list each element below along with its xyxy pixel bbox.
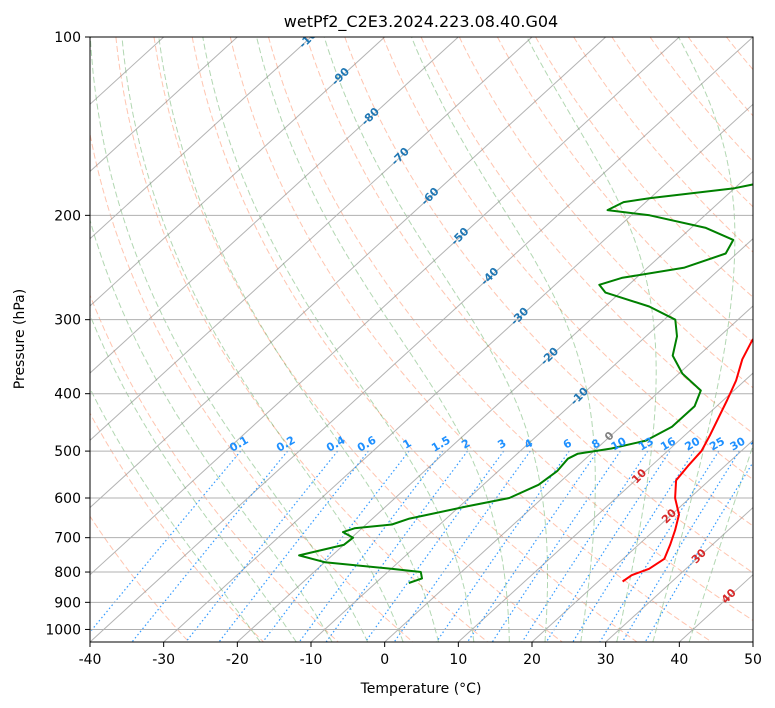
y-tick-label: 900 [54, 595, 81, 611]
mixing-ratio-line [644, 461, 753, 642]
dry-adiabat-line [90, 412, 264, 642]
mixing-ratio-line [298, 450, 444, 642]
moist-adiabat-line [121, 37, 404, 642]
mixing-ratio-line [90, 450, 242, 634]
isotherm-line [384, 305, 753, 642]
mixing-ratio-line [621, 450, 740, 642]
mixing-ratio-label: 36 [748, 434, 768, 453]
isotherm-line [457, 372, 753, 642]
moist-adiabat-line [158, 37, 439, 642]
mixing-ratio-line [435, 450, 570, 642]
dry-adiabat-line [229, 37, 712, 642]
moist-adiabat-line [526, 37, 657, 642]
dry-adiabat-line [191, 37, 638, 642]
isotherm-line [90, 37, 533, 442]
mixing-ratio-line [599, 450, 720, 642]
x-tick-label: -20 [226, 652, 249, 668]
dry-adiabat-line [306, 37, 753, 574]
isotherm-line [752, 641, 753, 642]
y-tick-label: 300 [54, 313, 81, 329]
mixing-ratio-line [185, 450, 339, 642]
dry-adiabat-line [535, 37, 753, 298]
x-tick-label: -30 [152, 652, 175, 668]
moist-adiabat-line [323, 37, 548, 642]
mixing-ratio-line [218, 450, 369, 642]
dry-adiabat-line [496, 37, 753, 344]
mixing-ratio-line [131, 450, 289, 642]
moist-adiabat-line [411, 37, 596, 642]
isotherm-line [90, 37, 459, 374]
x-tick-label: 0 [380, 652, 389, 668]
y-tick-label: 600 [54, 491, 81, 507]
chart-title: wetPf2_C2E3.2024.223.08.40.G04 [284, 12, 558, 32]
moist-adiabat-line [202, 37, 475, 642]
isotherm-line [605, 506, 753, 642]
x-tick-label: -40 [79, 652, 102, 668]
isotherm-line [90, 37, 753, 642]
dry-adiabat-line [382, 37, 753, 481]
x-tick-label: 30 [597, 652, 615, 668]
moist-adiabat-line [256, 37, 510, 642]
isotherm-line [310, 237, 753, 642]
moist-adiabat-line [652, 37, 736, 642]
y-tick-label: 200 [54, 208, 81, 224]
y-tick-label: 800 [54, 565, 81, 581]
profile-lines [298, 183, 753, 584]
y-tick-label: 100 [54, 30, 81, 46]
y-tick-label: 1000 [45, 622, 81, 638]
x-axis-title: Temperature (°C) [360, 681, 482, 697]
temperature-profile [622, 337, 753, 583]
isotherm-line [90, 37, 238, 173]
mixing-ratio-line [364, 450, 505, 642]
moist-adiabat-line [688, 443, 753, 642]
dry-adiabat-line [90, 515, 190, 642]
axes: -40 -30 -20 -10 0 10 20 30 40 50 100 200 300 400 500 60… [45, 30, 762, 668]
x-tick-label: 50 [744, 652, 762, 668]
x-tick-label: -10 [300, 652, 323, 668]
dry-adiabat-line [90, 131, 414, 642]
y-tick-label: 400 [54, 387, 81, 403]
dry-adiabat-line [765, 37, 775, 642]
isotherm-line [163, 103, 753, 642]
isotherm-line [90, 37, 386, 307]
x-tick-label: 10 [449, 652, 467, 668]
moist-adiabat-line [90, 387, 261, 642]
y-tick-label: 500 [54, 444, 81, 460]
isotherm-line [531, 439, 753, 642]
dry-adiabat-line [268, 37, 753, 622]
isotherm-line [90, 37, 680, 576]
dry-adiabat-line [344, 37, 753, 527]
dry-adiabat-line [649, 37, 753, 163]
moist-adiabat-line [90, 37, 369, 642]
x-tick-label: 40 [670, 652, 688, 668]
moist-adiabat-line [90, 218, 333, 642]
dry-adiabat-line [153, 37, 563, 642]
x-tick-label: 20 [523, 652, 541, 668]
dry-adiabat-line [611, 37, 753, 208]
mixing-ratio-line [467, 450, 599, 642]
dewpoint-profile [298, 183, 753, 584]
plot-frame [89, 36, 754, 643]
dry-adiabat-line [90, 293, 339, 642]
isotherm-line [90, 37, 312, 240]
y-axis-title: Pressure (hPa) [12, 289, 28, 389]
isotherm-line [90, 37, 607, 509]
reference-lines [90, 37, 775, 642]
mixing-ratio-line [572, 450, 695, 642]
y-tick-label: 700 [54, 531, 81, 547]
moist-adiabat-line [90, 313, 297, 642]
